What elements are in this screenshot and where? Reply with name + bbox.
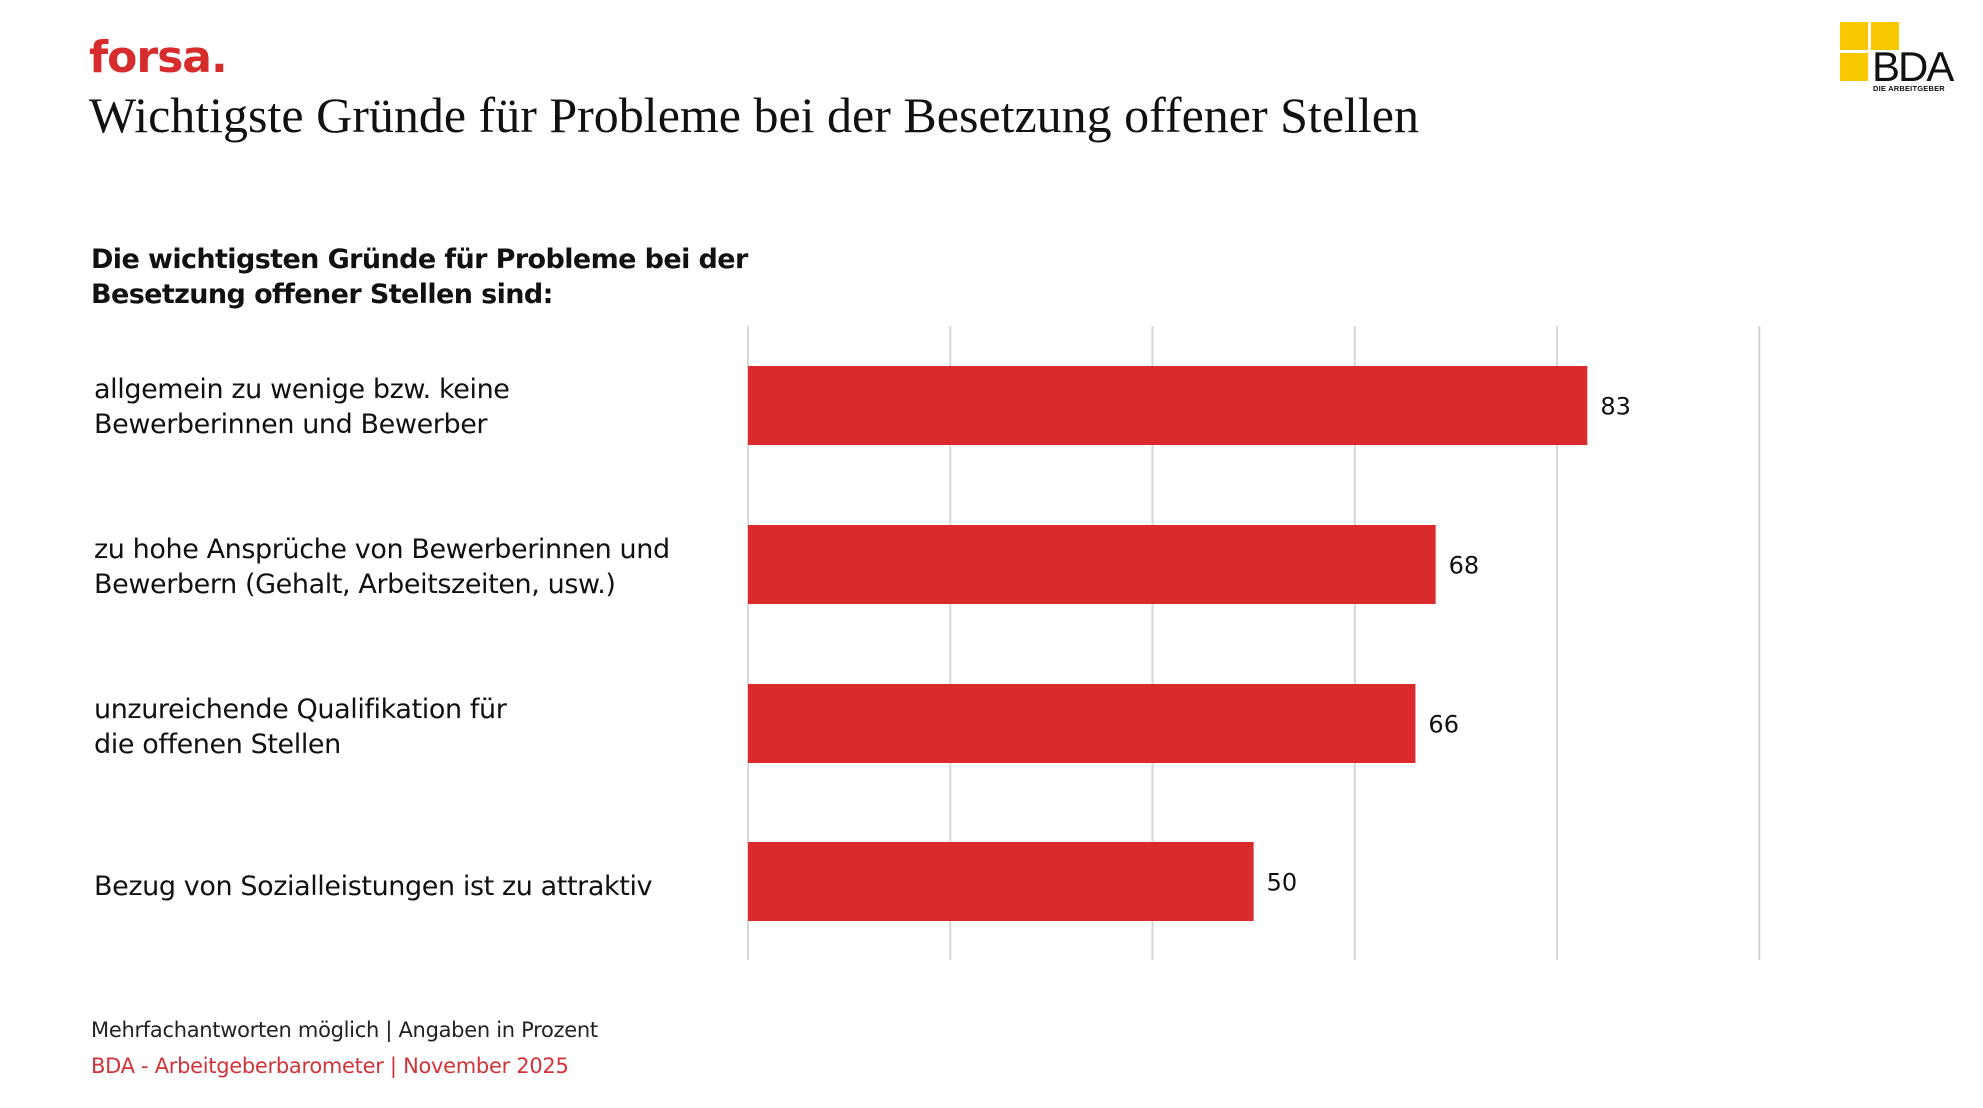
forsa-logo: forsa.: [89, 32, 228, 83]
bar: [748, 525, 1436, 604]
data-label: 66: [1428, 711, 1459, 739]
data-label: 83: [1600, 393, 1631, 421]
category-label: unzureichende Qualifikation für die offe…: [94, 692, 734, 762]
category-label-line: allgemein zu wenige bzw. keine: [94, 374, 510, 405]
category-label: allgemein zu wenige bzw. keine Bewerberi…: [94, 372, 734, 442]
logo-subtext: DIE ARBEITGEBER: [1873, 84, 1945, 93]
chart-title-line: Besetzung offener Stellen sind:: [91, 279, 553, 310]
category-label: Bezug von Sozialleistungen ist zu attrak…: [94, 869, 734, 904]
bar: [748, 366, 1588, 445]
category-label-line: unzureichende Qualifikation für: [94, 694, 507, 725]
logo-square-top-right: [1871, 22, 1899, 50]
category-label-line: Bewerbern (Gehalt, Arbeitszeiten, usw.): [94, 569, 616, 600]
category-label-line: Bewerberinnen und Bewerber: [94, 409, 488, 440]
category-label-line: die offenen Stellen: [94, 729, 341, 760]
logo-square-top-left: [1840, 22, 1868, 50]
logo-text: BDA: [1872, 43, 1954, 90]
data-label: 68: [1449, 552, 1480, 580]
bda-logo: BDA DIE ARBEITGEBER: [1840, 20, 1960, 100]
source-note: BDA - Arbeitgeberbarometer | November 20…: [91, 1054, 569, 1078]
category-label-line: zu hohe Ansprüche von Bewerberinnen und: [94, 534, 670, 565]
chart-title: Die wichtigsten Gründe für Probleme bei …: [91, 242, 791, 312]
category-label-line: Bezug von Sozialleistungen ist zu attrak…: [94, 871, 653, 902]
bar: [748, 684, 1416, 763]
chart-title-line: Die wichtigsten Gründe für Probleme bei …: [91, 244, 748, 275]
bars: [748, 366, 1588, 921]
page-title: Wichtigste Gründe für Probleme bei der B…: [89, 87, 1419, 143]
data-labels: 83 68 66 50: [1267, 393, 1631, 897]
bar: [748, 842, 1254, 921]
logo-square-bottom-left: [1840, 53, 1868, 81]
footnote: Mehrfachantworten möglich | Angaben in P…: [91, 1018, 598, 1042]
category-label: zu hohe Ansprüche von Bewerberinnen und …: [94, 532, 734, 602]
data-label: 50: [1267, 869, 1298, 897]
